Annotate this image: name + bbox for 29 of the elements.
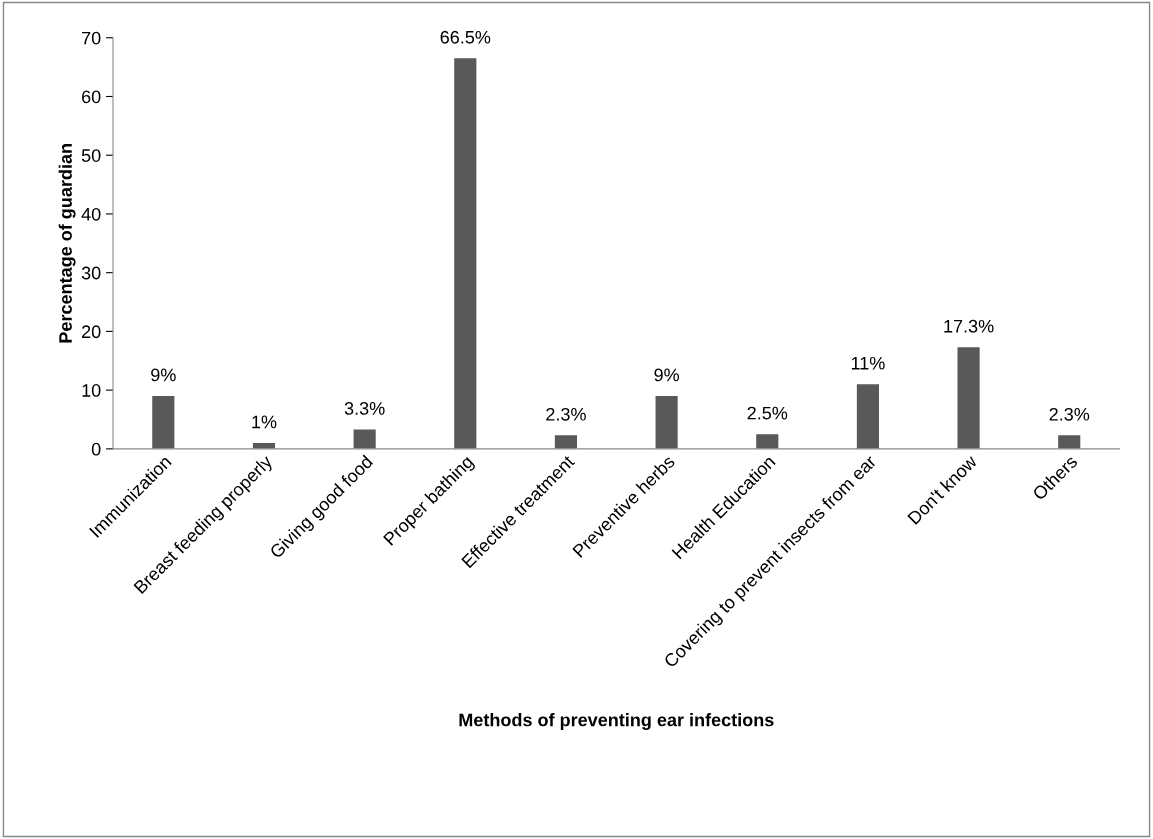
bar [655,396,678,449]
data-label: 2.3% [546,407,586,421]
data-label: 17.3% [944,319,994,333]
data-label: 2.3% [1049,407,1090,421]
data-label: 2.5% [747,406,788,420]
bar [856,384,879,449]
data-label: 11% [851,356,885,370]
y-tick-label: 30 [81,266,101,280]
y-tick-label: 50 [81,149,101,162]
y-tick-label: 10 [82,384,101,397]
y-axis-title: Percentage of guardian [58,144,76,343]
y-tick-label: 70 [82,31,101,45]
y-tick-label: 20 [82,325,101,339]
data-label: 3.3% [344,402,385,415]
bar [1058,435,1081,449]
y-tick-label: 60 [82,90,101,104]
y-tick-label: 40 [81,207,101,221]
bar [353,429,376,449]
x-axis-title: Methods of preventing ear infections [459,713,774,730]
bar [454,58,477,449]
data-label: 9% [654,368,680,382]
bar [554,435,578,449]
data-label: 9% [151,368,176,382]
data-label: 1% [252,415,277,429]
bar [152,396,175,449]
y-tick-label: 0 [91,442,101,456]
bar [756,434,779,449]
bar [957,347,980,449]
data-label: 66.5% [440,30,491,44]
